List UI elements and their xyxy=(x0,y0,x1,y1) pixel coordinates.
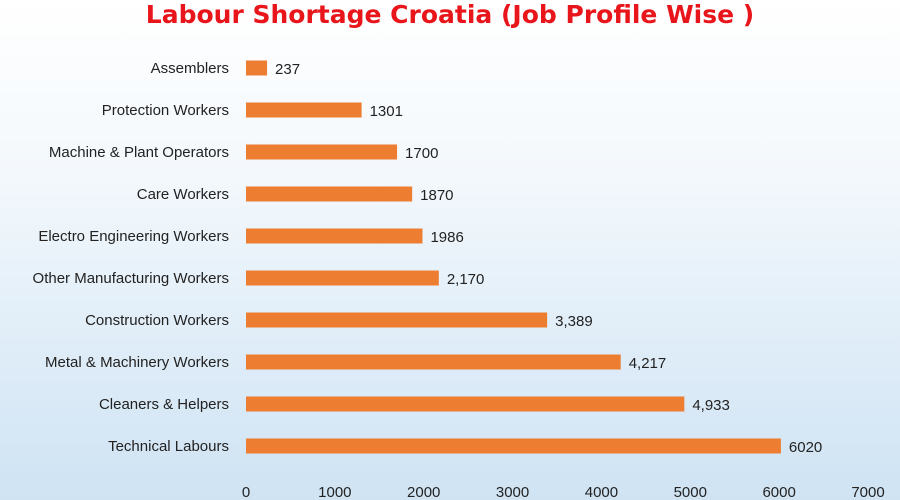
bar-construction-workers xyxy=(246,312,548,328)
category-labels-group: Assemblers Protection Workers Machine & Pl… xyxy=(33,60,229,455)
data-label: 1301 xyxy=(370,103,403,120)
x-tick-label: 0 xyxy=(242,484,250,500)
data-label: 1986 xyxy=(430,229,463,246)
data-label: 2,170 xyxy=(447,271,485,288)
x-tick-label: 7000 xyxy=(851,484,884,500)
x-tick-label: 4000 xyxy=(585,484,618,500)
bar-machine-plant-operators xyxy=(246,144,398,160)
category-label: Technical Labours xyxy=(108,438,229,455)
x-tick-label: 3000 xyxy=(496,484,529,500)
category-label: Construction Workers xyxy=(85,312,229,329)
x-axis-ticks-group: 0 1000 2000 3000 4000 5000 6000 7000 xyxy=(242,484,885,500)
data-label: 1700 xyxy=(405,145,438,162)
x-tick-label: 5000 xyxy=(674,484,707,500)
data-labels-group: 237 1301 1700 1870 1986 2,170 3,389 4,217 4,933 6… xyxy=(275,61,822,456)
bar-metal-machinery-workers xyxy=(246,354,621,370)
category-label: Care Workers xyxy=(137,186,229,203)
data-label: 4,217 xyxy=(629,355,667,372)
bar-technical-labours xyxy=(246,438,781,454)
chart-title: Labour Shortage Croatia (Job Profile Wis… xyxy=(146,0,754,29)
category-label: Protection Workers xyxy=(102,102,229,119)
bar-assemblers xyxy=(246,60,268,76)
bar-care-workers xyxy=(246,186,413,202)
bar-other-manufacturing-workers xyxy=(246,270,439,286)
data-label: 6020 xyxy=(789,439,822,456)
data-label: 237 xyxy=(275,61,300,78)
category-label: Other Manufacturing Workers xyxy=(33,270,229,287)
data-label: 4,933 xyxy=(692,397,730,414)
category-label: Metal & Machinery Workers xyxy=(45,354,229,371)
bar-protection-workers xyxy=(246,102,362,118)
bar-cleaners-helpers xyxy=(246,396,685,412)
x-tick-label: 6000 xyxy=(762,484,795,500)
category-label: Electro Engineering Workers xyxy=(38,228,229,245)
category-label: Machine & Plant Operators xyxy=(49,144,229,161)
category-label: Assemblers xyxy=(151,60,229,77)
bars-group xyxy=(246,60,781,454)
x-tick-label: 2000 xyxy=(407,484,440,500)
data-label: 1870 xyxy=(420,187,453,204)
category-label: Cleaners & Helpers xyxy=(99,396,229,413)
x-tick-label: 1000 xyxy=(318,484,351,500)
data-label: 3,389 xyxy=(555,313,593,330)
bar-electro-engineering-workers xyxy=(246,228,423,244)
